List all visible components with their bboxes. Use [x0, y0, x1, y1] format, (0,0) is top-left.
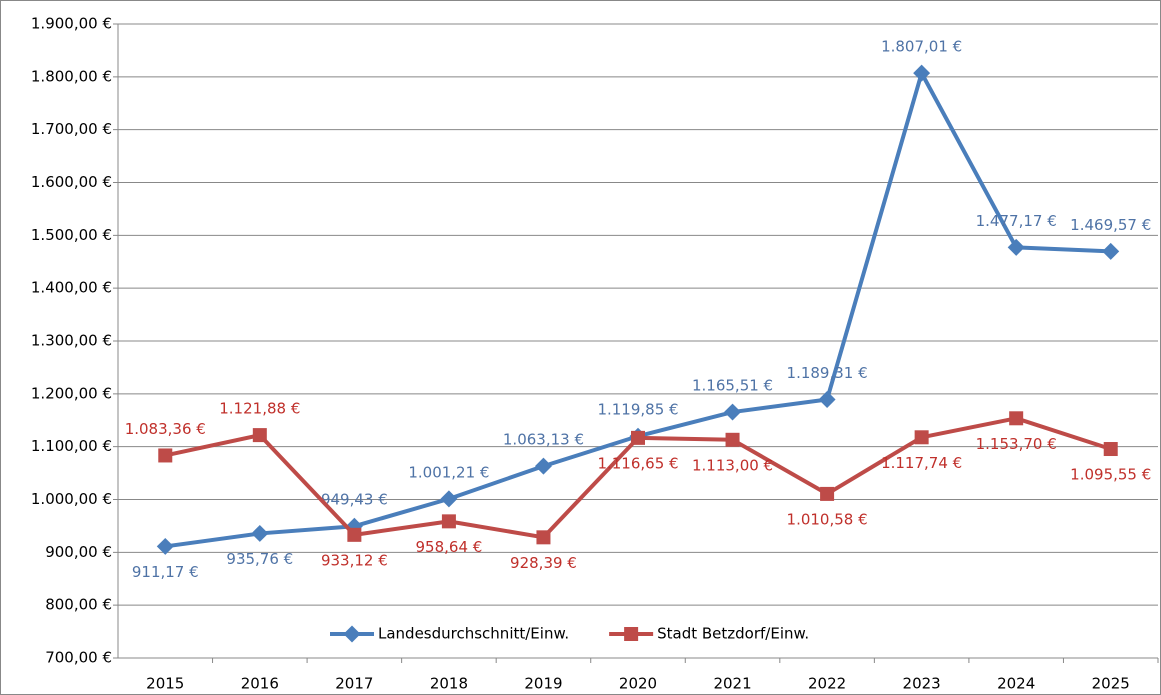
data-label: 1.001,21 € [408, 463, 489, 481]
data-label: 1.121,88 € [219, 400, 300, 418]
data-label: 1.010,58 € [787, 510, 868, 528]
data-label: 1.083,36 € [125, 420, 206, 438]
marker [1103, 442, 1118, 457]
data-label: 935,76 € [226, 550, 293, 568]
marker [440, 490, 458, 508]
data-label: 1.113,00 € [692, 456, 773, 474]
data-label: 1.477,17 € [976, 212, 1057, 230]
data-label: 911,17 € [132, 563, 199, 581]
y-tick-label: 800,00 € [45, 596, 112, 614]
y-tick-label: 1.700,00 € [31, 120, 112, 138]
marker [252, 428, 267, 443]
x-tick-label: 2023 [903, 675, 941, 693]
marker [347, 527, 362, 542]
data-label: 949,43 € [321, 491, 388, 509]
marker [820, 486, 835, 501]
x-tick-label: 2017 [335, 675, 373, 693]
x-tick-label: 2020 [619, 675, 657, 693]
data-label: 933,12 € [321, 551, 388, 569]
marker [818, 390, 836, 408]
marker [534, 457, 552, 475]
y-tick-label: 1.300,00 € [31, 332, 112, 350]
y-tick-label: 1.800,00 € [31, 67, 112, 85]
legend-label: Landesdurchschnitt/Einw. [378, 625, 569, 643]
x-tick-label: 2018 [430, 675, 468, 693]
y-tick-label: 1.500,00 € [31, 226, 112, 244]
y-tick-label: 1.600,00 € [31, 173, 112, 191]
data-label: 1.116,65 € [597, 454, 678, 472]
x-tick-label: 2025 [1092, 675, 1130, 693]
marker [1007, 238, 1025, 256]
x-tick-label: 2024 [997, 675, 1035, 693]
data-label: 1.117,74 € [881, 454, 962, 472]
data-label: 958,64 € [416, 538, 483, 556]
marker [1009, 411, 1024, 426]
data-label: 928,39 € [510, 554, 577, 572]
data-label: 1.165,51 € [692, 377, 773, 395]
y-tick-label: 1.100,00 € [31, 437, 112, 455]
data-label: 1.119,85 € [597, 401, 678, 419]
legend-label: Stadt Betzdorf/Einw. [657, 625, 809, 643]
y-tick-label: 1.400,00 € [31, 279, 112, 297]
x-tick-label: 2021 [713, 675, 751, 693]
data-label: 1.063,13 € [503, 431, 584, 449]
marker [156, 537, 174, 555]
data-label: 1.153,70 € [976, 435, 1057, 453]
x-tick-label: 2015 [146, 675, 184, 693]
y-tick-label: 1.900,00 € [31, 15, 112, 33]
y-tick-label: 1.000,00 € [31, 490, 112, 508]
legend-marker [624, 627, 639, 641]
marker [158, 448, 173, 463]
marker [725, 432, 740, 447]
marker [631, 430, 645, 445]
marker [536, 530, 551, 545]
data-label: 1.469,57 € [1070, 216, 1151, 234]
data-label: 1.807,01 € [881, 38, 962, 56]
data-label: 1.095,55 € [1070, 466, 1151, 484]
y-tick-label: 900,00 € [45, 543, 112, 561]
y-tick-label: 1.200,00 € [31, 384, 112, 402]
marker [724, 403, 742, 421]
y-tick-label: 700,00 € [45, 649, 112, 667]
marker [251, 524, 269, 542]
marker [441, 514, 456, 529]
legend-marker [343, 625, 361, 643]
marker [913, 64, 931, 82]
x-tick-label: 2022 [808, 675, 846, 693]
data-label: 1.189,31 € [787, 364, 868, 382]
marker [914, 430, 929, 445]
x-tick-label: 2016 [241, 675, 279, 693]
x-tick-label: 2019 [524, 675, 562, 693]
